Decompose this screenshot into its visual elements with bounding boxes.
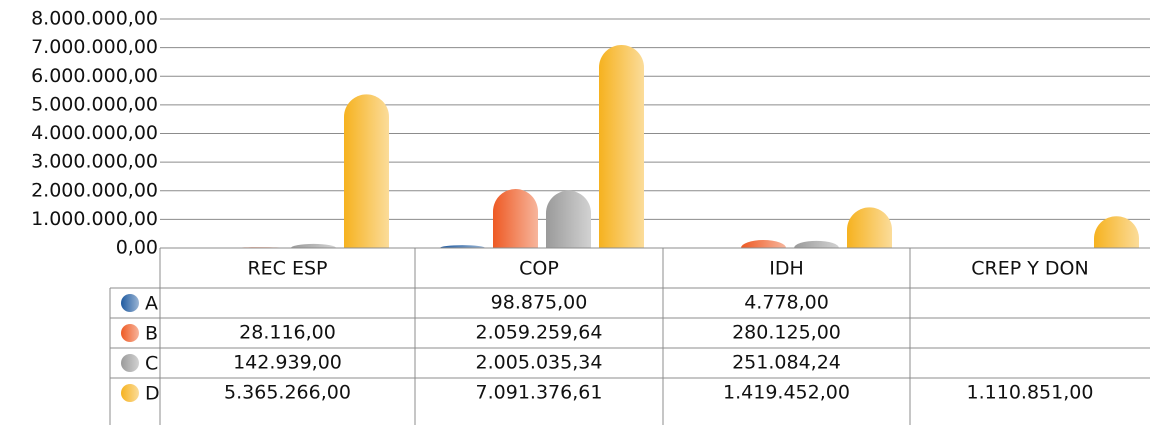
table-value: 1.110.851,00: [967, 382, 1094, 404]
bar: [741, 239, 786, 248]
bar: [344, 94, 389, 249]
y-tick-label: 2.000.000,00: [31, 179, 158, 201]
bar: [794, 240, 839, 248]
y-tick-label: 3.000.000,00: [31, 151, 158, 173]
table-value: 280.125,00: [732, 322, 841, 344]
table-value: 2.005.035,34: [476, 352, 603, 374]
table-value: 5.365.266,00: [224, 382, 351, 404]
y-tick-label: 4.000.000,00: [31, 122, 158, 144]
legend-label: A: [145, 293, 158, 315]
table-value: 1.419.452,00: [723, 382, 850, 404]
bar: [440, 245, 485, 248]
x-tick-label: IDH: [769, 258, 804, 280]
bar: [847, 207, 892, 248]
table-value: 28.116,00: [239, 322, 336, 344]
table-value: 251.084,24: [732, 352, 841, 374]
y-tick-label: 8.000.000,00: [31, 8, 158, 30]
legend-label: C: [145, 353, 158, 375]
table-value: 4.778,00: [744, 292, 829, 314]
y-tick-label: 0,00: [116, 237, 158, 259]
legend-swatch: [121, 324, 139, 342]
legend-swatch: [121, 354, 139, 372]
y-tick-label: 5.000.000,00: [31, 93, 158, 115]
x-tick-label: CREP Y DON: [971, 258, 1088, 280]
y-tick-label: 6.000.000,00: [31, 65, 158, 87]
y-tick-label: 7.000.000,00: [31, 36, 158, 58]
legend-label: D: [145, 383, 160, 405]
bar: [1094, 216, 1139, 248]
bar: [493, 189, 538, 248]
table-value: 7.091.376,61: [476, 382, 603, 404]
legend-swatch: [121, 384, 139, 402]
table-value: 2.059.259,64: [476, 322, 603, 344]
x-tick-label: REC ESP: [247, 258, 327, 280]
legend-swatch: [121, 294, 139, 312]
y-tick-label: 1.000.000,00: [31, 208, 158, 230]
legend-label: B: [145, 323, 158, 345]
x-tick-label: COP: [519, 258, 559, 280]
table-value: 98.875,00: [491, 292, 588, 314]
bar: [291, 243, 336, 248]
bar: [546, 190, 591, 248]
bar: [599, 45, 644, 248]
table-value: 142.939,00: [233, 352, 342, 374]
